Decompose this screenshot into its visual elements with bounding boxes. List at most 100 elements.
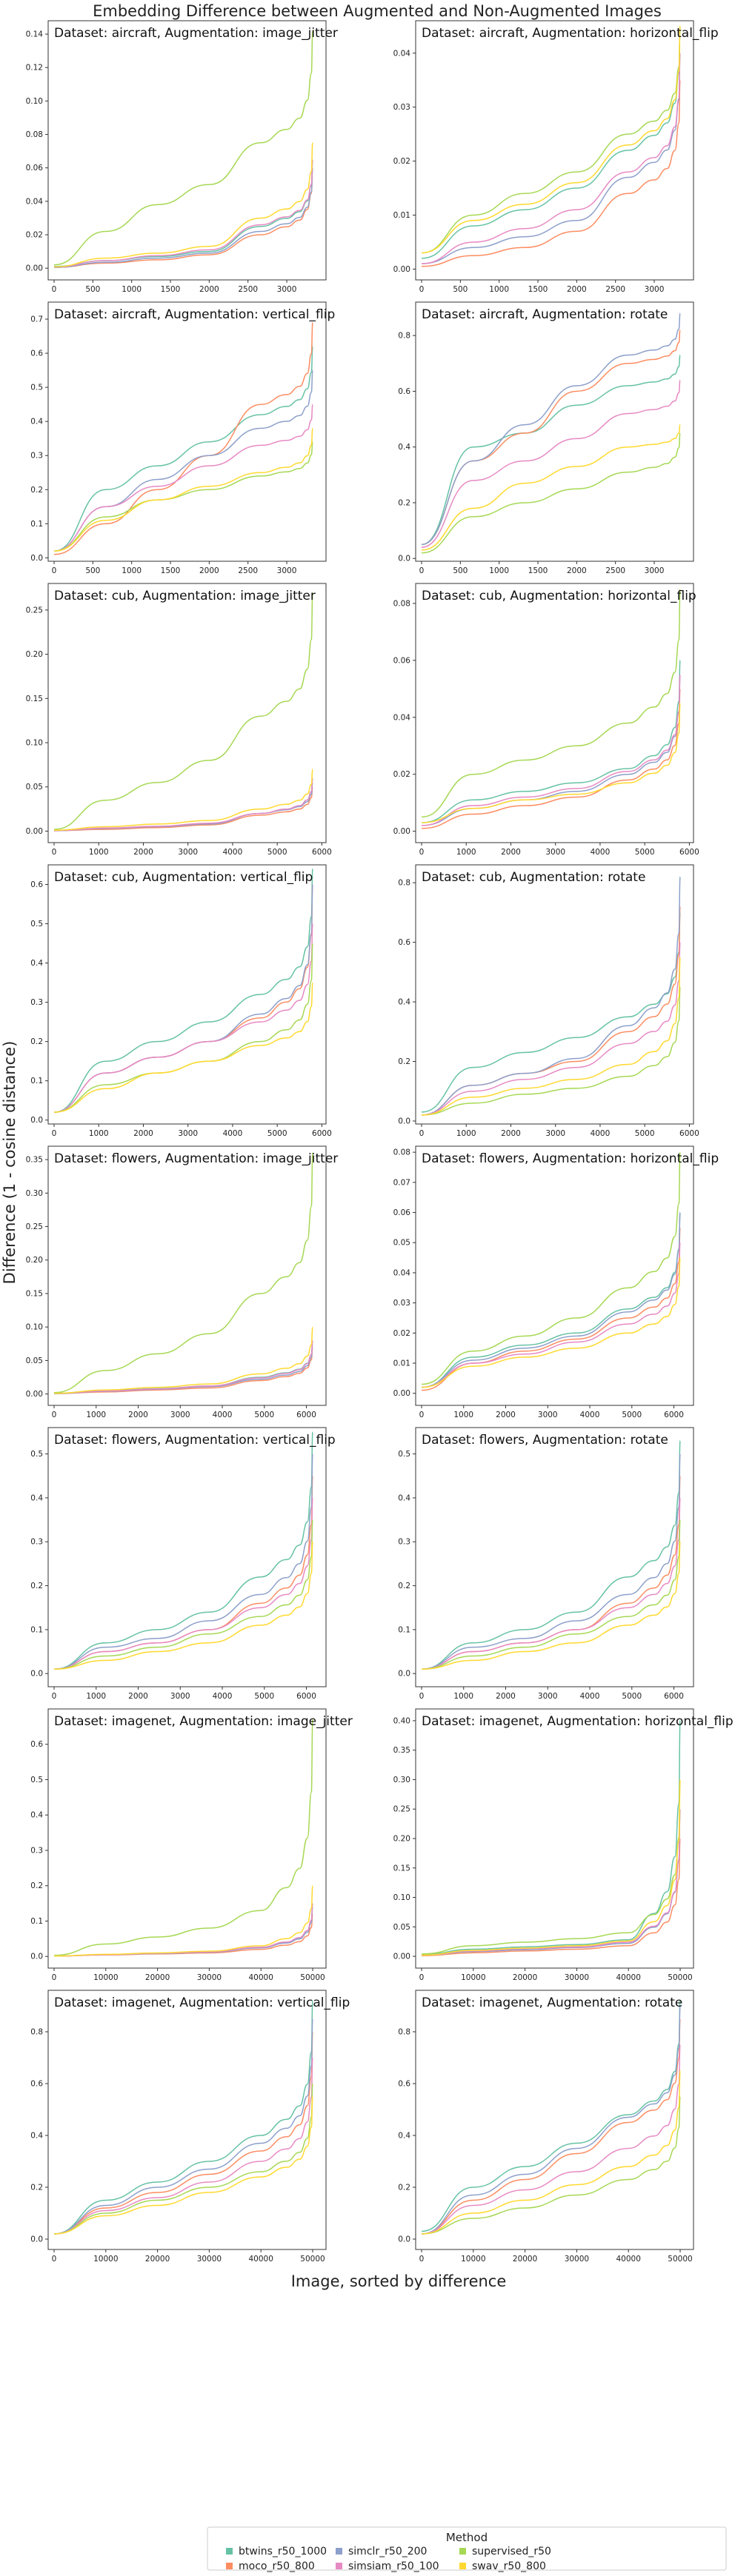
figure-ylabel: Difference (1 - cosine distance) [1,1041,19,1285]
legend-label-supervised_r50: supervised_r50 [472,2546,551,2557]
x-tick-label: 500 [85,285,100,294]
y-tick-label: 0.25 [26,606,43,615]
panel-3: 0.0 0.1 0.2 0.3 0.4 0.5 0.6 0.7 0 500 1000 1500 2000… [30,301,335,575]
panel-title: Dataset: imagenet, Augmentation: image_j… [54,1714,353,1729]
x-tick-label: 6000 [664,1411,684,1419]
legend-label-simsiam_r50_100: simsiam_r50_100 [348,2560,439,2572]
series-line-simsiam_r50_100 [421,941,681,1116]
y-tick-label: 0.00 [26,264,43,273]
legend-swatch-supervised_r50 [459,2548,466,2555]
x-tick-label: 3000 [170,1692,190,1701]
y-tick-label: 0.0 [30,554,43,563]
panel-2: 0.00 0.01 0.02 0.03 0.04 0 500 1000 1500 2000 2500… [393,20,719,294]
y-tick-label: 0.05 [26,1356,43,1365]
y-tick-label: 0.2 [398,2184,410,2192]
x-tick-label: 4000 [223,1129,243,1138]
series-line-swav_r50_800 [421,25,681,254]
series-line-simclr_r50_200 [421,312,681,546]
y-tick-label: 0.06 [393,656,411,665]
x-tick-label: 4000 [213,1692,233,1701]
series-line-simsiam_r50_100 [53,158,313,268]
series-line-swav_r50_800 [421,956,681,1116]
y-tick-label: 0.00 [393,1389,410,1398]
y-tick-label: 0.5 [398,1450,410,1459]
y-tick-label: 0.03 [393,1299,410,1308]
y-tick-label: 0.1 [30,1077,43,1085]
x-tick-label: 6000 [679,848,699,857]
series-line-swav_r50_800 [53,1326,313,1394]
legend-label-moco_r50_800: moco_r50_800 [239,2560,315,2572]
y-tick-label: 0.10 [26,1323,43,1332]
y-tick-label: 0.3 [30,452,43,461]
x-tick-label: 2000 [128,1692,148,1701]
x-tick-label: 5000 [635,848,655,857]
panel-6: 0.00 0.02 0.04 0.06 0.08 0 1000 2000 3000 4000 500… [393,583,699,857]
panel-title: Dataset: cub, Augmentation: vertical_fli… [54,870,313,885]
y-tick-label: 0.15 [393,1864,410,1873]
y-tick-label: 0.14 [26,30,44,39]
axes-frame [415,583,694,843]
series-line-simsiam_r50_100 [421,379,681,548]
y-tick-label: 0.8 [398,879,410,888]
y-tick-label: 0.0 [398,555,410,563]
y-tick-label: 0.04 [393,49,411,58]
x-tick-label: 2000 [133,848,153,857]
x-tick-label: 3000 [538,1692,558,1701]
axes-frame [47,301,327,562]
y-tick-label: 0.04 [393,1268,411,1277]
panel-7: 0.0 0.1 0.2 0.3 0.4 0.5 0.6 0 1000 2000 3000 4000 50… [30,864,332,1138]
series-line-supervised_r50 [53,943,313,1113]
x-tick-label: 5000 [267,1129,287,1138]
y-tick-label: 0.02 [393,770,410,779]
legend-label-btwins_r50_1000: btwins_r50_1000 [239,2546,327,2557]
y-tick-label: 0.20 [26,1256,43,1265]
legend-swatch-moco_r50_800 [226,2563,233,2569]
x-tick-label: 1000 [122,566,142,575]
y-tick-label: 0.8 [398,2028,410,2037]
panel-title: Dataset: cub, Augmentation: horizontal_f… [422,589,696,603]
y-tick-label: 0.00 [26,827,43,836]
series-line-moco_r50_800 [421,2018,681,2235]
y-tick-label: 0.6 [30,880,43,889]
x-tick-label: 1000 [86,1411,106,1419]
axes-frame [415,1145,694,1406]
x-tick-label: 5000 [635,1129,655,1138]
y-tick-label: 0.2 [398,1057,410,1066]
x-tick-label: 3000 [277,566,297,575]
series-line-simclr_r50_200 [53,1453,313,1670]
x-tick-label: 20000 [145,2255,170,2264]
axes-frame [47,1145,327,1406]
x-tick-label: 40000 [248,1973,273,1982]
x-tick-label: 0 [52,1129,57,1138]
x-tick-label: 6000 [312,848,332,857]
x-tick-label: 30000 [565,1973,589,1982]
y-tick-label: 0.3 [30,998,43,1007]
y-tick-label: 0.4 [398,443,410,452]
y-tick-label: 0.25 [26,1222,43,1231]
series-line-swav_r50_800 [421,1779,681,1956]
x-tick-label: 10000 [461,1973,485,1982]
x-tick-label: 30000 [197,2255,222,2264]
series-line-swav_r50_800 [421,1257,681,1388]
series-line-simclr_r50_200 [53,167,313,268]
series-line-simclr_r50_200 [53,369,313,552]
series-line-supervised_r50 [53,1152,313,1394]
y-tick-label: 0.4 [398,2132,410,2141]
legend-swatch-btwins_r50_1000 [226,2548,233,2555]
y-tick-label: 0.0 [398,2235,410,2244]
series-line-btwins_r50_1000 [421,1440,681,1670]
x-tick-label: 0 [419,1973,425,1982]
series-line-swav_r50_800 [53,769,313,832]
y-tick-label: 0.1 [30,1917,43,1926]
y-tick-label: 0.6 [398,387,410,396]
y-tick-label: 0.2 [398,498,410,507]
x-tick-label: 2000 [496,1692,516,1701]
legend-swatch-simsiam_r50_100 [336,2563,342,2569]
x-tick-label: 40000 [616,2255,640,2264]
x-tick-label: 0 [419,1411,425,1419]
panel-12: 0.0 0.1 0.2 0.3 0.4 0.5 0 1000 2000 3000 4000 5000 6… [398,1427,694,1701]
x-tick-label: 6000 [296,1692,316,1701]
y-tick-label: 0.10 [26,739,43,748]
x-tick-label: 5000 [254,1692,274,1701]
y-tick-label: 0.10 [393,1893,410,1902]
